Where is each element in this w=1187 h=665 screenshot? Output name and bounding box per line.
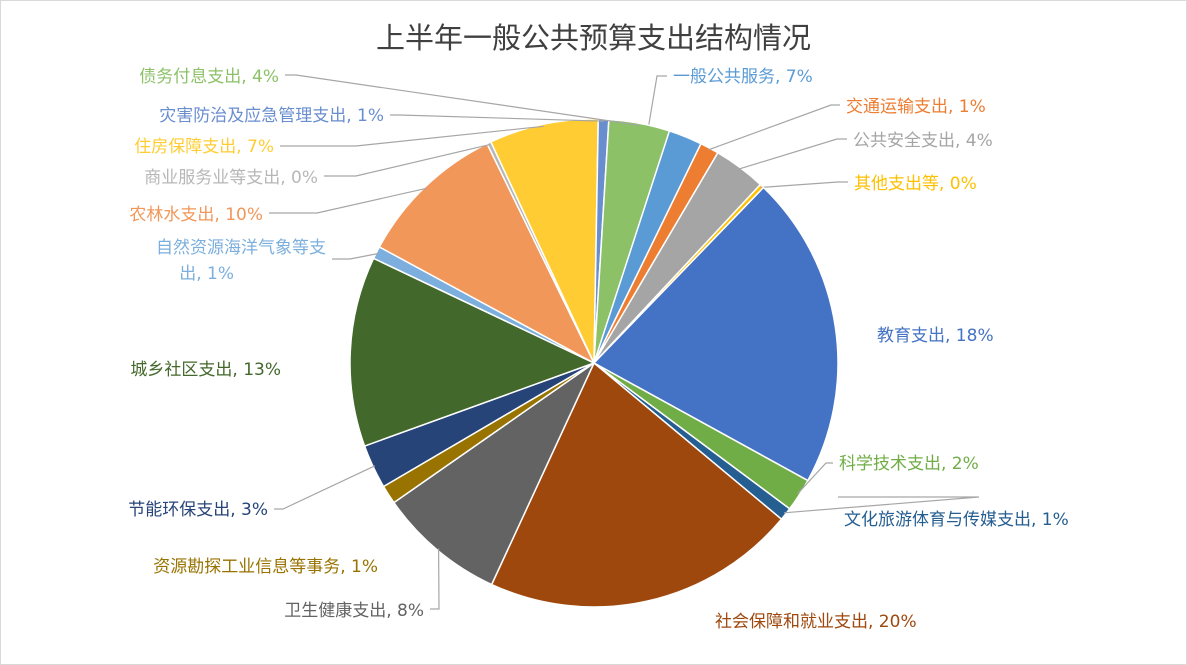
leader-line: [797, 462, 833, 495]
slice-label: 住房保障支出, 7%: [134, 137, 274, 157]
slice-label: 社会保障和就业支出, 20%: [715, 612, 917, 632]
pie-slice: [593, 118, 671, 364]
slice-label: 灾害防治及应急管理支出, 1%: [159, 106, 384, 126]
pie-slice: [490, 361, 783, 608]
slice-label: 文化旅游体育与传媒支出, 1%: [844, 510, 1069, 530]
slice-label: 商业服务业等支出, 0%: [144, 168, 318, 188]
slice-label: 交通运输支出, 1%: [846, 97, 986, 117]
leader-line: [280, 125, 544, 147]
slice-label: 科学技术支出, 2%: [839, 454, 979, 474]
leader-line: [760, 181, 848, 189]
slice-label: 节能环保支出, 3%: [128, 500, 268, 520]
slice-label: 资源勘探工业信息等事务, 1%: [153, 557, 378, 577]
leader-line: [324, 144, 490, 177]
slice-label: 自然资源海洋气象等支出, 1%: [156, 238, 326, 284]
leader-line: [285, 74, 640, 126]
slice-label: 农林水支出, 10%: [129, 205, 263, 225]
slice-label: 卫生健康支出, 8%: [284, 601, 424, 621]
slice-label: 公共安全支出, 4%: [853, 131, 993, 151]
leader-line: [647, 75, 667, 128]
chart-title: 上半年一般公共预算支出结构情况: [375, 21, 811, 55]
leader-line: [269, 187, 427, 214]
slice-label: 城乡社区支出, 13%: [130, 360, 281, 380]
pie-slice: [592, 186, 839, 482]
leader-line: [738, 138, 847, 170]
pie-slice: [349, 257, 596, 448]
leader-line: [708, 104, 840, 151]
leader-line: [390, 114, 604, 122]
leader-line: [430, 548, 440, 610]
leader-line: [332, 252, 379, 260]
slice-label: 债务付息支出, 4%: [139, 67, 279, 87]
slice-label: 其他支出等, 0%: [854, 174, 977, 194]
leader-line: [274, 465, 376, 510]
leader-line: [783, 496, 980, 514]
slice-label: 一般公共服务, 7%: [673, 67, 813, 87]
pie-slice: [392, 360, 596, 586]
slice-label: 教育支出, 18%: [877, 326, 994, 346]
